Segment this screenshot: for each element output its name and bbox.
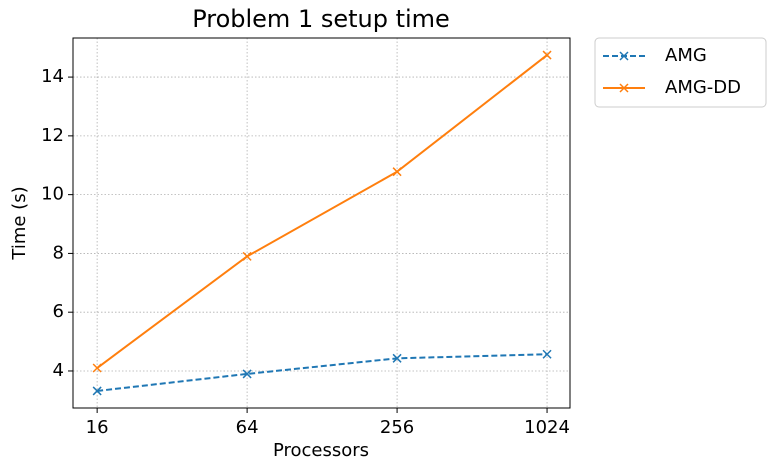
marker <box>242 251 252 261</box>
series-line <box>96 54 548 369</box>
x-axis-label: Processors <box>273 440 369 461</box>
marker <box>92 363 102 373</box>
y-tick-label: 6 <box>53 301 64 322</box>
y-tick-label: 4 <box>53 360 64 381</box>
marker <box>542 349 552 359</box>
legend-box <box>594 37 767 108</box>
y-tick-label: 8 <box>53 242 64 263</box>
y-axis-label: Time (s) <box>9 186 30 260</box>
y-tick-label: 14 <box>41 66 64 87</box>
marker <box>242 369 252 379</box>
legend-label: AMG-DD <box>665 77 741 98</box>
chart-title: Problem 1 setup time <box>192 5 450 33</box>
marker <box>392 353 402 363</box>
marker <box>92 386 102 396</box>
plot-frame <box>72 37 571 409</box>
legend-marker <box>619 51 629 61</box>
legend-label: AMG <box>665 45 707 66</box>
x-tick-label: 16 <box>86 417 109 438</box>
x-tick-label: 64 <box>236 417 259 438</box>
y-tick-label: 10 <box>41 184 64 205</box>
y-tick-label: 12 <box>41 125 64 146</box>
series-line <box>97 353 548 392</box>
legend-marker <box>619 83 629 93</box>
x-tick-label: 256 <box>380 417 414 438</box>
marker <box>392 167 402 177</box>
marker <box>542 50 552 60</box>
x-tick-label: 1024 <box>524 417 570 438</box>
